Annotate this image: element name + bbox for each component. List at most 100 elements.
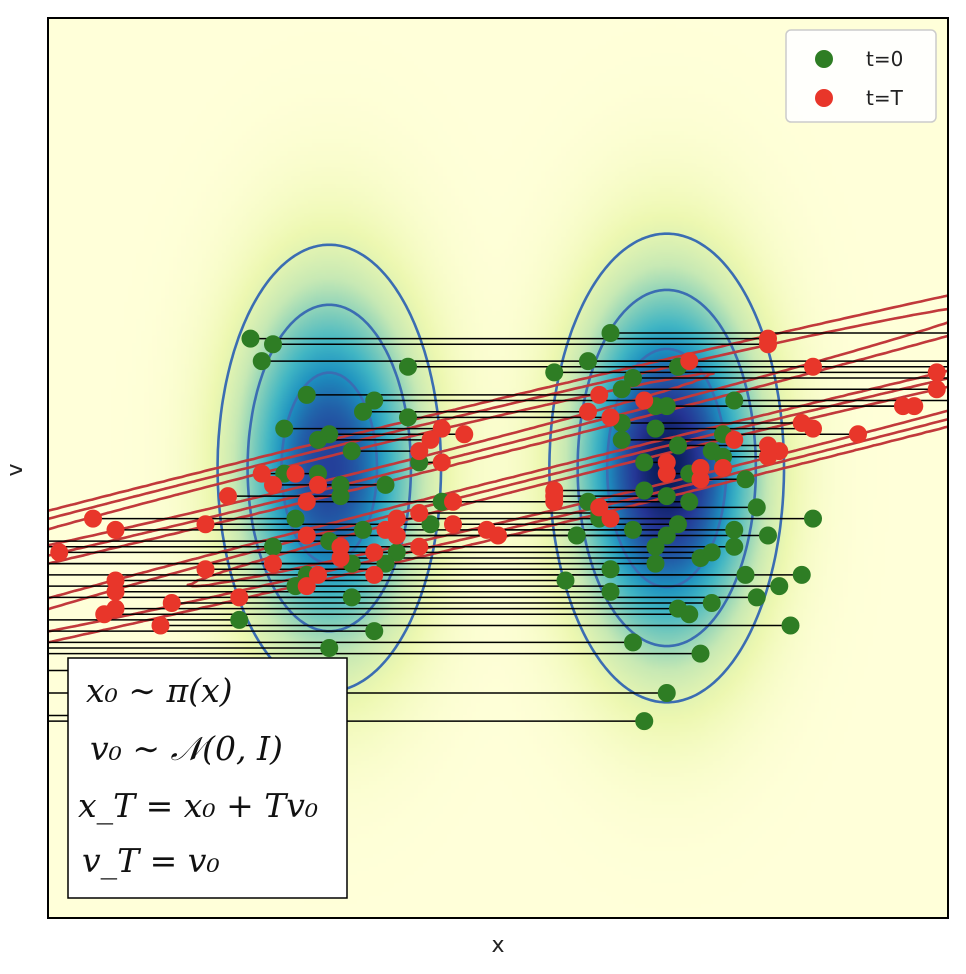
point-t0 [725,391,744,410]
point-t0 [612,430,631,449]
point-t0 [354,402,372,421]
point-tT [297,577,316,596]
point-t0 [342,442,361,461]
point-tT [444,492,462,511]
point-tT [365,543,384,562]
point-t0 [286,509,305,528]
point-tT [286,464,305,483]
point-t0 [264,537,282,556]
equation-xT-rhs: = x₀ + Tv₀ [146,786,319,825]
point-t0 [354,520,372,539]
point-tT [421,430,440,449]
point-tT [230,588,249,607]
point-t0 [770,577,789,596]
point-t0 [657,684,676,702]
point-t0 [646,554,665,573]
point-t0 [264,335,282,354]
point-t0 [725,520,744,539]
point-t0 [399,357,417,376]
point-t0 [365,391,384,410]
plot-frame [47,17,949,919]
point-t0 [624,369,642,387]
point-t0 [624,633,642,652]
point-t0 [725,537,744,556]
point-tT [590,498,609,517]
point-t0 [567,526,586,545]
equation-vT-rhs: = v₀ [150,841,220,880]
legend-marker-t0 [815,50,833,68]
point-t0 [669,515,687,534]
point-t0 [691,644,710,663]
point-tT [410,537,429,556]
point-tT [432,453,451,472]
equation-x0-rhs: ∼ π(x) [128,671,232,710]
point-tT [309,475,327,494]
point-tT [264,554,282,573]
point-tT [455,425,474,444]
point-tT [309,565,327,584]
points-tT [0,329,946,635]
point-t0 [331,475,350,494]
point-t0 [309,430,327,449]
equation-x0: x₀ ∼ π(x) [86,671,233,710]
point-tT [657,464,676,483]
point-t0 [646,537,665,556]
equation-vT: v_T = v₀ [82,841,220,881]
point-t0 [646,419,665,438]
point-tT [151,616,170,635]
point-t0 [399,408,417,427]
point-tT [725,430,744,449]
equation-x0-lhs: x₀ [86,671,118,710]
point-t0 [657,526,676,545]
point-t0 [365,622,384,641]
point-tT [714,459,732,477]
point-tT [804,357,822,376]
point-tT [196,560,215,579]
point-t0 [781,616,800,635]
point-t0 [635,712,654,731]
point-t0 [702,594,721,612]
equation-v0-rhs: ∼ 𝒩(0, I) [132,729,283,768]
legend-marker-tT [815,89,833,107]
point-t0 [376,475,395,494]
equation-box: x₀ ∼ π(x) v₀ ∼ 𝒩(0, I) x_T = x₀ + Tv₀ v_… [67,657,348,899]
point-t0 [376,554,395,573]
point-tT [162,594,181,612]
point-t0 [747,498,766,517]
y-axis-label: v [3,463,28,476]
point-tT [410,504,429,522]
point-tT [50,543,69,562]
point-t0 [657,397,676,416]
point-t0 [275,419,294,438]
point-tT [432,419,451,438]
point-tT [601,509,620,528]
point-tT [410,442,429,461]
point-tT [691,470,710,489]
point-tT [106,520,125,539]
point-tT [444,515,462,534]
point-t0 [702,543,721,562]
point-tT [196,515,215,534]
point-t0 [612,380,631,399]
point-tT [545,492,564,511]
equation-v0: v₀ ∼ 𝒩(0, I) [90,729,283,768]
point-tT [590,385,609,404]
point-tT [804,419,822,438]
equation-xT-lhs: x_T [78,786,138,826]
point-tT [477,520,496,539]
point-tT [387,509,406,528]
equation-box-frame [67,657,348,899]
point-tT [95,605,114,624]
point-t0 [601,560,620,579]
equation-v0-lhs: v₀ [90,729,122,768]
x-axis-label: x [491,933,504,958]
point-t0 [624,520,642,539]
point-tT [252,464,271,483]
point-t0 [657,487,676,506]
equation-vT-lhs: v_T [82,841,142,881]
point-tT [0,555,12,573]
point-t0 [421,515,440,534]
point-tT [635,391,654,410]
point-tT [905,397,924,416]
point-t0 [736,565,755,584]
